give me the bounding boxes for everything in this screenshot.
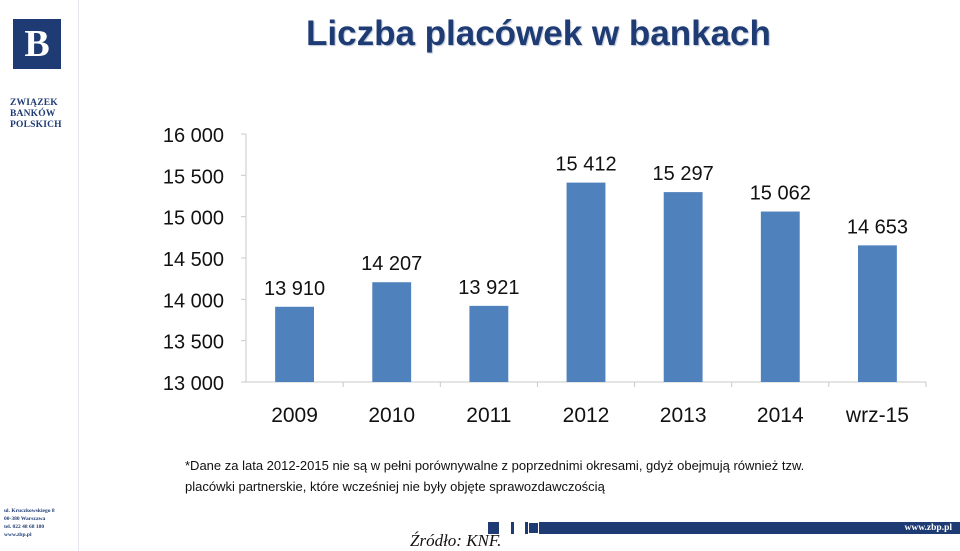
x-tick-label: 2014 xyxy=(757,404,804,427)
address-line: 00-380 Warszawa xyxy=(4,516,46,522)
bar xyxy=(858,245,897,382)
bar xyxy=(566,182,606,382)
bar xyxy=(663,192,703,382)
y-tick-label: 13 500 xyxy=(163,332,224,354)
x-tick-label: wrz-15 xyxy=(845,404,909,427)
y-tick-label: 16 000 xyxy=(163,125,224,147)
organization-name: ZWIĄZEK BANKÓW POLSKICH xyxy=(10,98,74,131)
data-label: 14 653 xyxy=(847,216,908,238)
address-line: www.zbp.pl xyxy=(4,532,32,538)
branding-sidebar: B ZWIĄZEK BANKÓW POLSKICH ul. Kruczkowsk… xyxy=(0,0,79,551)
zbp-logo: B xyxy=(13,19,61,69)
bar-chart: 13 000 13 500 14 000 14 500 15 000 15 500 16 0… xyxy=(163,125,927,427)
x-tick-label: 2011 xyxy=(466,404,511,427)
footnote-line-2: placówki partnerskie, które wcześniej ni… xyxy=(185,479,605,494)
data-label: 14 207 xyxy=(361,253,422,275)
data-label: 13 921 xyxy=(458,277,519,299)
address-line: ul. Kruczkowskiego 8 xyxy=(4,508,55,514)
org-name-line: ZWIĄZEK xyxy=(10,98,58,108)
bar xyxy=(275,306,314,382)
data-label: 15 412 xyxy=(555,154,616,176)
y-tick-label: 14 500 xyxy=(163,249,224,271)
bar xyxy=(760,211,800,382)
data-label: 13 910 xyxy=(264,278,325,300)
data-label: 15 297 xyxy=(653,163,714,185)
logo-letter: B xyxy=(24,23,50,65)
footer-squares xyxy=(500,522,542,534)
y-tick-label: 15 000 xyxy=(163,208,224,230)
footer-bar: www.zbp.pl xyxy=(500,522,960,534)
footer-website-link[interactable]: www.zbp.pl xyxy=(904,523,952,533)
footnote-line-1: *Dane za lata 2012-2015 nie są w pełni p… xyxy=(185,458,805,473)
source-note: Źródło: KNF. xyxy=(410,531,502,550)
address-line: tel. 022 48 68 180 xyxy=(4,524,45,530)
bar xyxy=(469,305,509,382)
x-tick-label: 2009 xyxy=(271,404,318,427)
x-tick-label: 2012 xyxy=(563,404,610,427)
footer-decoration xyxy=(488,522,502,534)
y-tick-label: 14 000 xyxy=(163,290,224,312)
data-label: 15 062 xyxy=(750,183,811,205)
footnote: *Dane za lata 2012-2015 nie są w pełni p… xyxy=(185,455,945,497)
bar xyxy=(372,282,412,382)
x-tick-label: 2013 xyxy=(660,404,707,427)
organization-address: ul. Kruczkowskiego 8 00-380 Warszawa tel… xyxy=(4,507,76,539)
org-name-line: POLSKICH xyxy=(10,120,62,130)
y-tick-label: 13 000 xyxy=(163,373,224,395)
x-tick-label: 2010 xyxy=(368,404,415,427)
y-tick-label: 15 500 xyxy=(163,166,224,188)
org-name-line: BANKÓW xyxy=(10,109,56,119)
page-title: Liczba placówek w bankach xyxy=(306,14,771,53)
